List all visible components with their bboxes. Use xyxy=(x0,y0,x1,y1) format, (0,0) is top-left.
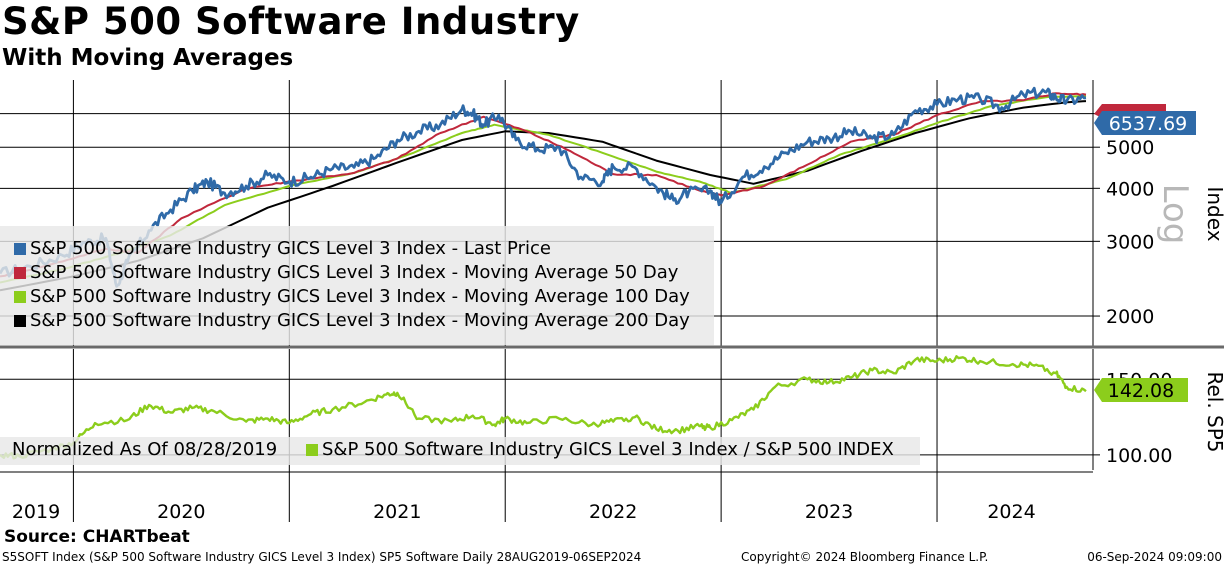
bottom-year-gridlines xyxy=(72,349,938,522)
relative-value-box xyxy=(1094,378,1188,402)
y-tick-label: 5000 xyxy=(1106,137,1154,159)
ma100-line xyxy=(0,95,1087,284)
x-tick-label: 2021 xyxy=(373,501,421,523)
legend-swatch xyxy=(14,315,26,327)
bottom-y-axis-title: Rel. SP5 xyxy=(1203,371,1224,452)
last-price-value: 6537.69 xyxy=(1109,113,1188,135)
last-price-marker: 6537.69 xyxy=(1094,104,1196,135)
legend-swatch xyxy=(14,291,26,303)
y-tick-label: 2000 xyxy=(1106,306,1154,328)
last-price-line xyxy=(0,86,1087,288)
y-tick-label: 4000 xyxy=(1106,178,1154,200)
bottom-series-lines xyxy=(0,355,1087,460)
legend-item-ma200: S&P 500 Software Industry GICS Level 3 I… xyxy=(0,309,714,333)
y-tick-label: 3000 xyxy=(1106,231,1154,253)
legend-label: S&P 500 Software Industry GICS Level 3 I… xyxy=(30,286,690,307)
chart-subtitle: With Moving Averages xyxy=(2,45,294,71)
legend-label: S&P 500 Software Industry GICS Level 3 I… xyxy=(30,310,690,331)
legend-item-ma100: S&P 500 Software Industry GICS Level 3 I… xyxy=(0,285,714,309)
legend-label: S&P 500 Software Industry GICS Level 3 I… xyxy=(322,439,894,460)
legend-label: S&P 500 Software Industry GICS Level 3 I… xyxy=(30,262,679,283)
top-legend: S&P 500 Software Industry GICS Level 3 I… xyxy=(0,226,714,345)
legend-item-last-price: S&P 500 Software Industry GICS Level 3 I… xyxy=(0,237,714,261)
chart-title: S&P 500 Software Industry xyxy=(2,0,580,43)
legend-item-ma50: S&P 500 Software Industry GICS Level 3 I… xyxy=(0,261,714,285)
top-panel: 20003000400050006000 Log Index 6537.69 xyxy=(0,80,1224,346)
x-tick-label: 2019 xyxy=(12,501,60,523)
top-y-tick-labels: 20003000400050006000 xyxy=(1106,104,1154,328)
ma50-line xyxy=(0,92,1087,278)
x-tick-label: 2024 xyxy=(987,501,1035,523)
footer-timestamp: 06-Sep-2024 09:09:00 xyxy=(1087,550,1222,564)
x-tick-labels: 2019 2020 2021 2022 2023 2024 xyxy=(12,501,1036,523)
legend-swatch xyxy=(14,243,26,255)
footer-copyright: Copyright© 2024 Bloomberg Finance L.P. xyxy=(741,550,989,564)
x-tick-label: 2022 xyxy=(589,501,637,523)
normalized-note: Normalized As Of 08/28/2019 xyxy=(12,439,278,460)
legend-swatch xyxy=(14,267,26,279)
relative-value: 142.08 xyxy=(1108,380,1174,402)
legend-swatch xyxy=(306,444,318,456)
relative-value-marker: 142.08 xyxy=(1094,378,1188,402)
bottom-panel: 100.00150.00 Rel. SP5 142.08 xyxy=(0,349,1224,522)
source-note: Source: CHARTbeat xyxy=(4,527,190,547)
bottom-legend: Normalized As Of 08/28/2019 S&P 500 Soft… xyxy=(0,437,920,465)
x-tick-label: 2020 xyxy=(157,501,205,523)
legend-label: S&P 500 Software Industry GICS Level 3 I… xyxy=(30,238,551,259)
footer-index-info: S5SOFT Index (S&P 500 Software Industry … xyxy=(2,550,642,564)
last-price-box xyxy=(1094,111,1196,135)
relative-performance-line xyxy=(0,355,1087,460)
top-y-axis-title: Index xyxy=(1203,186,1224,241)
log-scale-label: Log xyxy=(1155,184,1195,245)
y-tick-label: 100.00 xyxy=(1106,445,1172,467)
x-tick-label: 2023 xyxy=(805,501,853,523)
